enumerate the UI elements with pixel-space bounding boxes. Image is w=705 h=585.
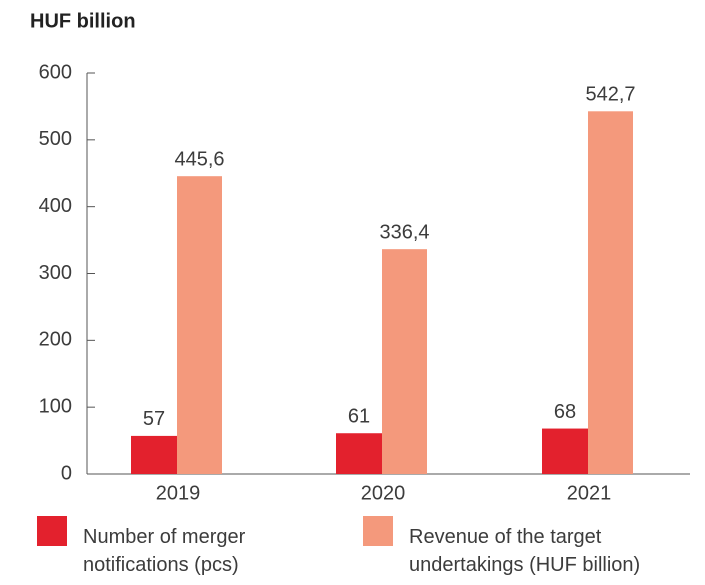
y-tick-label: 600: [39, 61, 72, 83]
data-label: 542,7: [585, 84, 635, 106]
legend-label: Number of merger notifications (pcs): [83, 526, 246, 576]
x-tick-label: 2020: [361, 482, 406, 504]
data-label: 57: [143, 408, 165, 430]
bar: [542, 428, 588, 474]
y-tick-label: 300: [39, 262, 72, 284]
bar: [131, 435, 177, 474]
y-tick-label: 400: [39, 195, 72, 217]
y-tick-label: 500: [39, 128, 72, 150]
x-tick-label: 2021: [567, 482, 612, 504]
bar: [588, 111, 633, 474]
y-tick-label: 0: [61, 462, 72, 484]
bar: [336, 433, 382, 474]
bar: [382, 249, 427, 474]
data-label: 68: [554, 401, 576, 423]
data-label: 336,4: [379, 221, 429, 243]
bar: [177, 176, 222, 474]
data-label: 61: [348, 406, 370, 428]
y-tick-label: 200: [39, 329, 72, 351]
y-tick-label: 100: [39, 395, 72, 417]
chart-title: HUF billion: [30, 10, 136, 32]
data-label: 445,6: [174, 148, 224, 170]
legend-label: Revenue of the target undertakings (HUF …: [409, 526, 641, 576]
legend-swatch: [363, 516, 393, 546]
legend-swatch: [37, 516, 67, 546]
x-tick-label: 2019: [156, 482, 201, 504]
